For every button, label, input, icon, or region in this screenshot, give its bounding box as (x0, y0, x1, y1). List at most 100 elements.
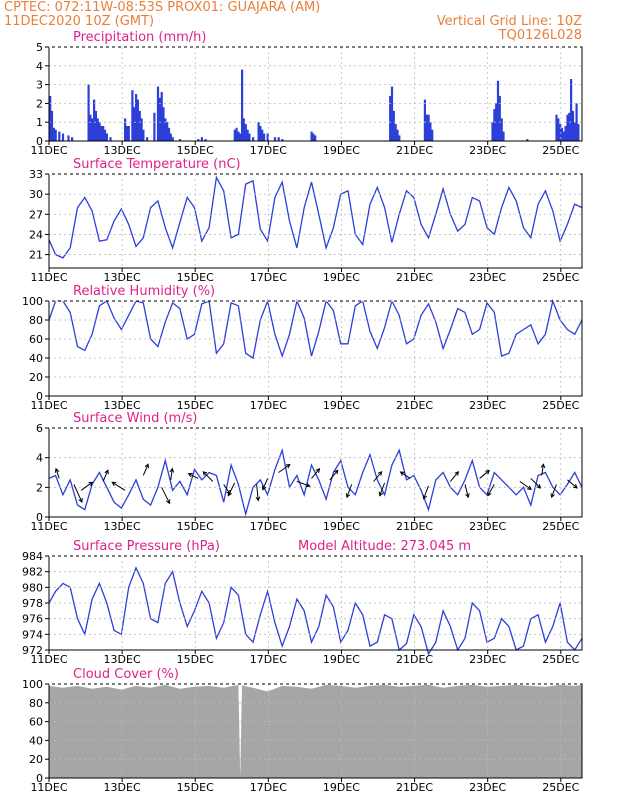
wind-arrow-head (378, 491, 384, 497)
precip-bar (241, 69, 244, 141)
precip-bar (197, 139, 200, 141)
precip-bar (392, 110, 395, 141)
wind-arrow (373, 471, 383, 482)
y-tick-label: 24 (29, 228, 43, 241)
y-tick-label: 5 (36, 41, 43, 54)
y-tick-label: 60 (29, 333, 43, 346)
x-tick-label: 21DEC (396, 520, 433, 533)
precip-bar (573, 122, 576, 141)
wind-arrow-head (255, 496, 261, 502)
header-datetime: 11DEC2020 10Z (GMT) (4, 14, 155, 29)
x-tick-label: 11DEC (30, 144, 67, 157)
wind-arrow (188, 473, 199, 479)
precip-bar (242, 118, 245, 141)
precip-bar (257, 122, 260, 141)
wind-arrow (142, 464, 149, 476)
x-tick-label: 23DEC (469, 399, 506, 412)
x-tick-label: 15DEC (177, 144, 214, 157)
x-tick-label: 17DEC (250, 144, 287, 157)
panel-title: Surface Wind (m/s) (73, 411, 197, 426)
precip-bar (571, 110, 575, 141)
y-tick-label: 40 (29, 734, 43, 747)
temperature-line (48, 175, 583, 259)
precip-bar (67, 135, 70, 141)
precip-bar (171, 137, 174, 141)
precip-bar (431, 129, 434, 141)
wind-arrow-head (345, 493, 351, 499)
x-tick-label: 11DEC (30, 271, 67, 284)
x-tick-label: 19DEC (323, 399, 360, 412)
header-model-code: TQ0126L028 (498, 28, 582, 43)
y-tick-label: 40 (29, 352, 43, 365)
precip-bar (233, 129, 236, 141)
x-tick-label: 21DEC (396, 399, 433, 412)
x-tick-label: 23DEC (469, 144, 506, 157)
y-tick-label: 976 (22, 613, 43, 626)
wind-arrow-head (88, 481, 94, 487)
x-tick-label: 13DEC (104, 271, 141, 284)
precip-bar (261, 129, 264, 141)
y-tick-label: 974 (22, 628, 43, 641)
precip-bar (252, 137, 255, 141)
wind-arrow (55, 468, 60, 479)
cloud-cover-area (49, 684, 582, 778)
wind-arrow-head (399, 471, 405, 476)
y-tick-label: 20 (29, 371, 43, 384)
precip-bar (259, 126, 262, 141)
precip-bar (105, 133, 108, 141)
precip-bar (89, 114, 92, 141)
y-tick-label: 33 (29, 168, 43, 181)
wind-arrow (223, 484, 231, 495)
x-tick-label: 13DEC (104, 144, 141, 157)
wind-arrow (311, 468, 320, 479)
precip-bar (156, 86, 160, 141)
wind-speed-line (48, 447, 583, 517)
precip-bar (248, 133, 251, 141)
wind-arrow (296, 480, 310, 487)
wind-arrow (202, 471, 214, 482)
y-tick-label: 30 (29, 188, 43, 201)
x-tick-label: 17DEC (250, 781, 287, 794)
wind-arrow (450, 471, 459, 482)
wind-arrow (423, 485, 429, 499)
y-tick-label: 4 (36, 60, 43, 73)
y-tick-label: 0 (36, 390, 43, 403)
wind-arrow (256, 484, 259, 501)
precip-bar (496, 80, 500, 141)
precip-bar (237, 131, 240, 141)
y-tick-label: 3 (36, 79, 43, 92)
precip-bar (54, 129, 57, 141)
x-tick-label: 13DEC (104, 520, 141, 533)
precip-bar (160, 92, 163, 141)
y-tick-label: 100 (22, 678, 43, 691)
y-tick-label: 27 (29, 208, 43, 221)
precip-bar (138, 110, 141, 141)
wind-arrow-head (78, 497, 83, 503)
y-tick-label: 21 (29, 249, 43, 262)
humidity-line (48, 298, 583, 360)
x-tick-label: 21DEC (396, 271, 433, 284)
wind-arrow (567, 479, 578, 489)
wind-arrow-head (536, 484, 542, 489)
precip-bar (570, 79, 573, 141)
x-tick-label: 13DEC (104, 781, 141, 794)
x-tick-label: 13DEC (104, 653, 141, 666)
wind-arrow (379, 482, 386, 496)
precip-bar (559, 124, 562, 141)
x-tick-label: 21DEC (396, 144, 433, 157)
y-tick-label: 0 (36, 511, 43, 524)
precip-bar (429, 122, 432, 141)
wind-arrow-head (454, 470, 460, 476)
y-tick-label: 6 (36, 422, 43, 435)
wind-arrow (262, 478, 269, 490)
precip-bar (58, 131, 61, 141)
x-tick-label: 15DEC (177, 271, 214, 284)
wind-arrow (278, 464, 291, 473)
wind-arrow-head (305, 482, 311, 488)
wind-arrow (551, 484, 557, 498)
wind-arrow (400, 471, 411, 479)
y-tick-label: 60 (29, 716, 43, 729)
x-tick-label: 17DEC (250, 520, 287, 533)
precip-bar (312, 133, 315, 141)
precip-bar (94, 110, 97, 141)
